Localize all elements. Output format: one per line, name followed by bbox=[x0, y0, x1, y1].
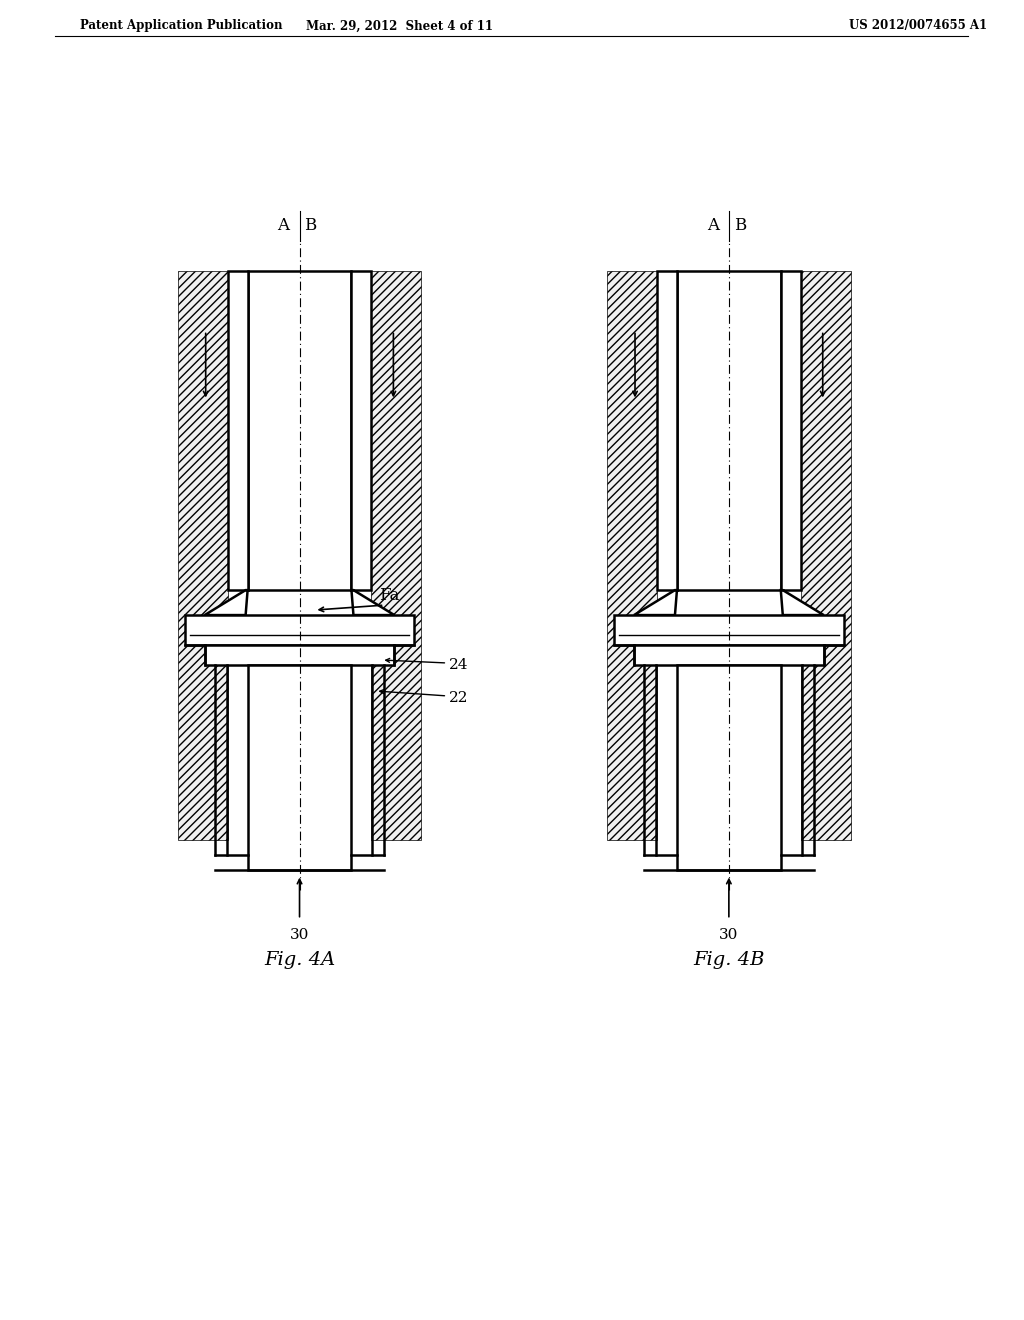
Polygon shape bbox=[351, 590, 394, 615]
Text: Mar. 29, 2012  Sheet 4 of 11: Mar. 29, 2012 Sheet 4 of 11 bbox=[306, 20, 493, 33]
Text: A: A bbox=[278, 218, 290, 234]
Bar bbox=[614, 615, 844, 645]
Text: 24: 24 bbox=[450, 657, 469, 672]
Polygon shape bbox=[634, 590, 677, 615]
Polygon shape bbox=[801, 271, 851, 840]
Text: B: B bbox=[734, 218, 746, 234]
Polygon shape bbox=[607, 271, 657, 840]
Text: 30: 30 bbox=[290, 928, 309, 941]
Bar bbox=[677, 665, 780, 870]
Polygon shape bbox=[372, 271, 421, 840]
Bar bbox=[677, 271, 780, 590]
Bar bbox=[248, 271, 351, 590]
Bar bbox=[634, 645, 823, 665]
Bar bbox=[351, 271, 372, 590]
Text: Fig. 4A: Fig. 4A bbox=[264, 950, 335, 969]
Bar bbox=[205, 645, 394, 665]
Text: US 2012/0074655 A1: US 2012/0074655 A1 bbox=[849, 20, 987, 33]
Text: Fig. 4B: Fig. 4B bbox=[693, 950, 765, 969]
Bar bbox=[248, 665, 351, 870]
Bar bbox=[184, 615, 415, 645]
Text: 22: 22 bbox=[450, 690, 469, 705]
Text: Patent Application Publication: Patent Application Publication bbox=[80, 20, 283, 33]
Bar bbox=[227, 271, 248, 590]
Text: B: B bbox=[304, 218, 316, 234]
Text: 30: 30 bbox=[719, 928, 738, 941]
Bar bbox=[780, 271, 801, 590]
Text: A: A bbox=[707, 218, 719, 234]
Polygon shape bbox=[780, 590, 823, 615]
Text: Fa: Fa bbox=[380, 586, 399, 603]
Polygon shape bbox=[205, 590, 248, 615]
Bar bbox=[657, 271, 677, 590]
Polygon shape bbox=[178, 271, 227, 840]
